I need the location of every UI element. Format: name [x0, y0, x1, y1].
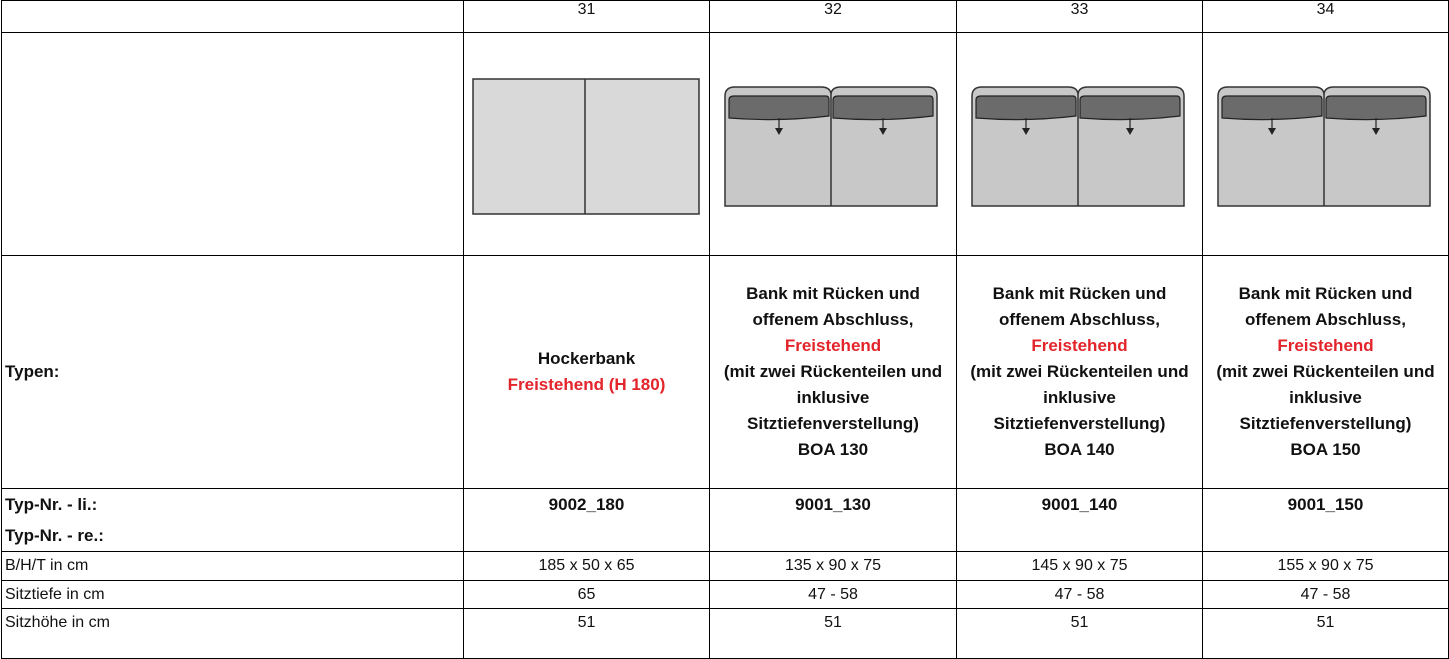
- type-cell: Bank mit Rücken und offenem Abschluss, Fr…: [956, 255, 1203, 489]
- type-number: 9001_130: [709, 488, 957, 552]
- table-row: Sitzhöhe in cm 51 51 51 51: [1, 608, 1449, 659]
- type-number: 9001_140: [956, 488, 1203, 552]
- cell-value: 145 x 90 x 75: [956, 551, 1203, 581]
- row-label: Sitzhöhe in cm: [1, 608, 464, 659]
- seat-shape: [472, 77, 700, 215]
- product-drawing: [724, 85, 938, 207]
- type-note: Freistehend: [1031, 336, 1128, 355]
- column-number: 33: [956, 0, 1203, 33]
- image-cell: [1202, 32, 1449, 256]
- empty-cell: [1, 32, 464, 256]
- type-cell: Hockerbank Freistehend (H 180): [463, 255, 710, 489]
- type-model: BOA 150: [1290, 440, 1361, 459]
- table-row: Sitztiefe in cm 65 47 - 58 47 - 58 47 - 58: [1, 580, 1449, 609]
- type-note: Freistehend (H 180): [507, 375, 666, 394]
- type-note: Freistehend: [784, 336, 882, 355]
- type-number-label: Typ-Nr. - re.:: [5, 526, 104, 545]
- arrow-head: [1022, 127, 1030, 135]
- cell-value: 51: [1202, 608, 1449, 659]
- arrow-head: [1126, 127, 1134, 135]
- cell-value: 47 - 58: [1202, 580, 1449, 609]
- arrow-head: [1372, 127, 1380, 135]
- type-cell: Bank mit Rücken und offenem Abschluss, Fr…: [1202, 255, 1449, 489]
- image-cell: [709, 32, 957, 256]
- back-cushion: [1221, 94, 1323, 120]
- type-model: BOA 130: [797, 440, 869, 459]
- cell-value: 47 - 58: [709, 580, 957, 609]
- arrow-head: [1268, 127, 1276, 135]
- product-drawing: [971, 85, 1185, 207]
- cell-value: 155 x 90 x 75: [1202, 551, 1449, 581]
- type-cell: Bank mit Rücken und offenem Abschluss, Fr…: [709, 255, 957, 489]
- type-note: Freistehend: [1277, 336, 1374, 355]
- back-cushion: [1079, 94, 1181, 120]
- type-number: 9002_180: [463, 488, 710, 552]
- cell-value: 135 x 90 x 75: [709, 551, 957, 581]
- type-detail: (mit zwei Rückenteilen und inklusive Sit…: [1216, 362, 1435, 433]
- row-label: B/H/T in cm: [1, 551, 464, 581]
- type-name: Bank mit Rücken und offenem Abschluss,: [992, 284, 1167, 329]
- back-cushion: [975, 94, 1077, 120]
- table-row: [1, 32, 1449, 256]
- table-row: 31 32 33 34: [1, 0, 1449, 33]
- cell-value: 51: [956, 608, 1203, 659]
- table-row: B/H/T in cm 185 x 50 x 65 135 x 90 x 75 145…: [1, 551, 1449, 581]
- type-number: 9001_150: [1202, 488, 1449, 552]
- product-drawing: [472, 77, 700, 215]
- back-cushion: [832, 94, 934, 120]
- column-number: 34: [1202, 0, 1449, 33]
- image-cell: [956, 32, 1203, 256]
- type-name: Hockerbank: [537, 349, 636, 368]
- product-drawing: [1217, 85, 1431, 207]
- cell-value: 185 x 50 x 65: [463, 551, 710, 581]
- row-label: Typen:: [1, 255, 464, 489]
- arrow-head: [775, 127, 783, 135]
- arrow-head: [879, 127, 887, 135]
- cell-value: 51: [463, 608, 710, 659]
- row-label: Typ-Nr. - li.: Typ-Nr. - re.:: [1, 488, 464, 552]
- table-row: Typen: Hockerbank Freistehend (H 180) Bank …: [1, 255, 1449, 489]
- type-detail: (mit zwei Rückenteilen und inklusive Sit…: [723, 362, 943, 433]
- row-label: Sitztiefe in cm: [1, 580, 464, 609]
- column-number: 32: [709, 0, 957, 33]
- type-name: Bank mit Rücken und offenem Abschluss,: [1238, 284, 1413, 329]
- type-name: Bank mit Rücken und offenem Abschluss,: [746, 284, 920, 329]
- type-detail: (mit zwei Rückenteilen und inklusive Sit…: [970, 362, 1189, 433]
- cell-value: 65: [463, 580, 710, 609]
- image-cell: [463, 32, 710, 256]
- type-model: BOA 140: [1044, 440, 1115, 459]
- type-number-label: Typ-Nr. - li.:: [5, 495, 98, 514]
- cell-value: 51: [709, 608, 957, 659]
- column-number: 31: [463, 0, 710, 33]
- table-row: Typ-Nr. - li.: Typ-Nr. - re.: 9002_180 9001…: [1, 488, 1449, 552]
- back-cushion: [1325, 94, 1427, 120]
- empty-cell: [1, 0, 464, 33]
- cell-value: 47 - 58: [956, 580, 1203, 609]
- back-cushion: [728, 94, 830, 120]
